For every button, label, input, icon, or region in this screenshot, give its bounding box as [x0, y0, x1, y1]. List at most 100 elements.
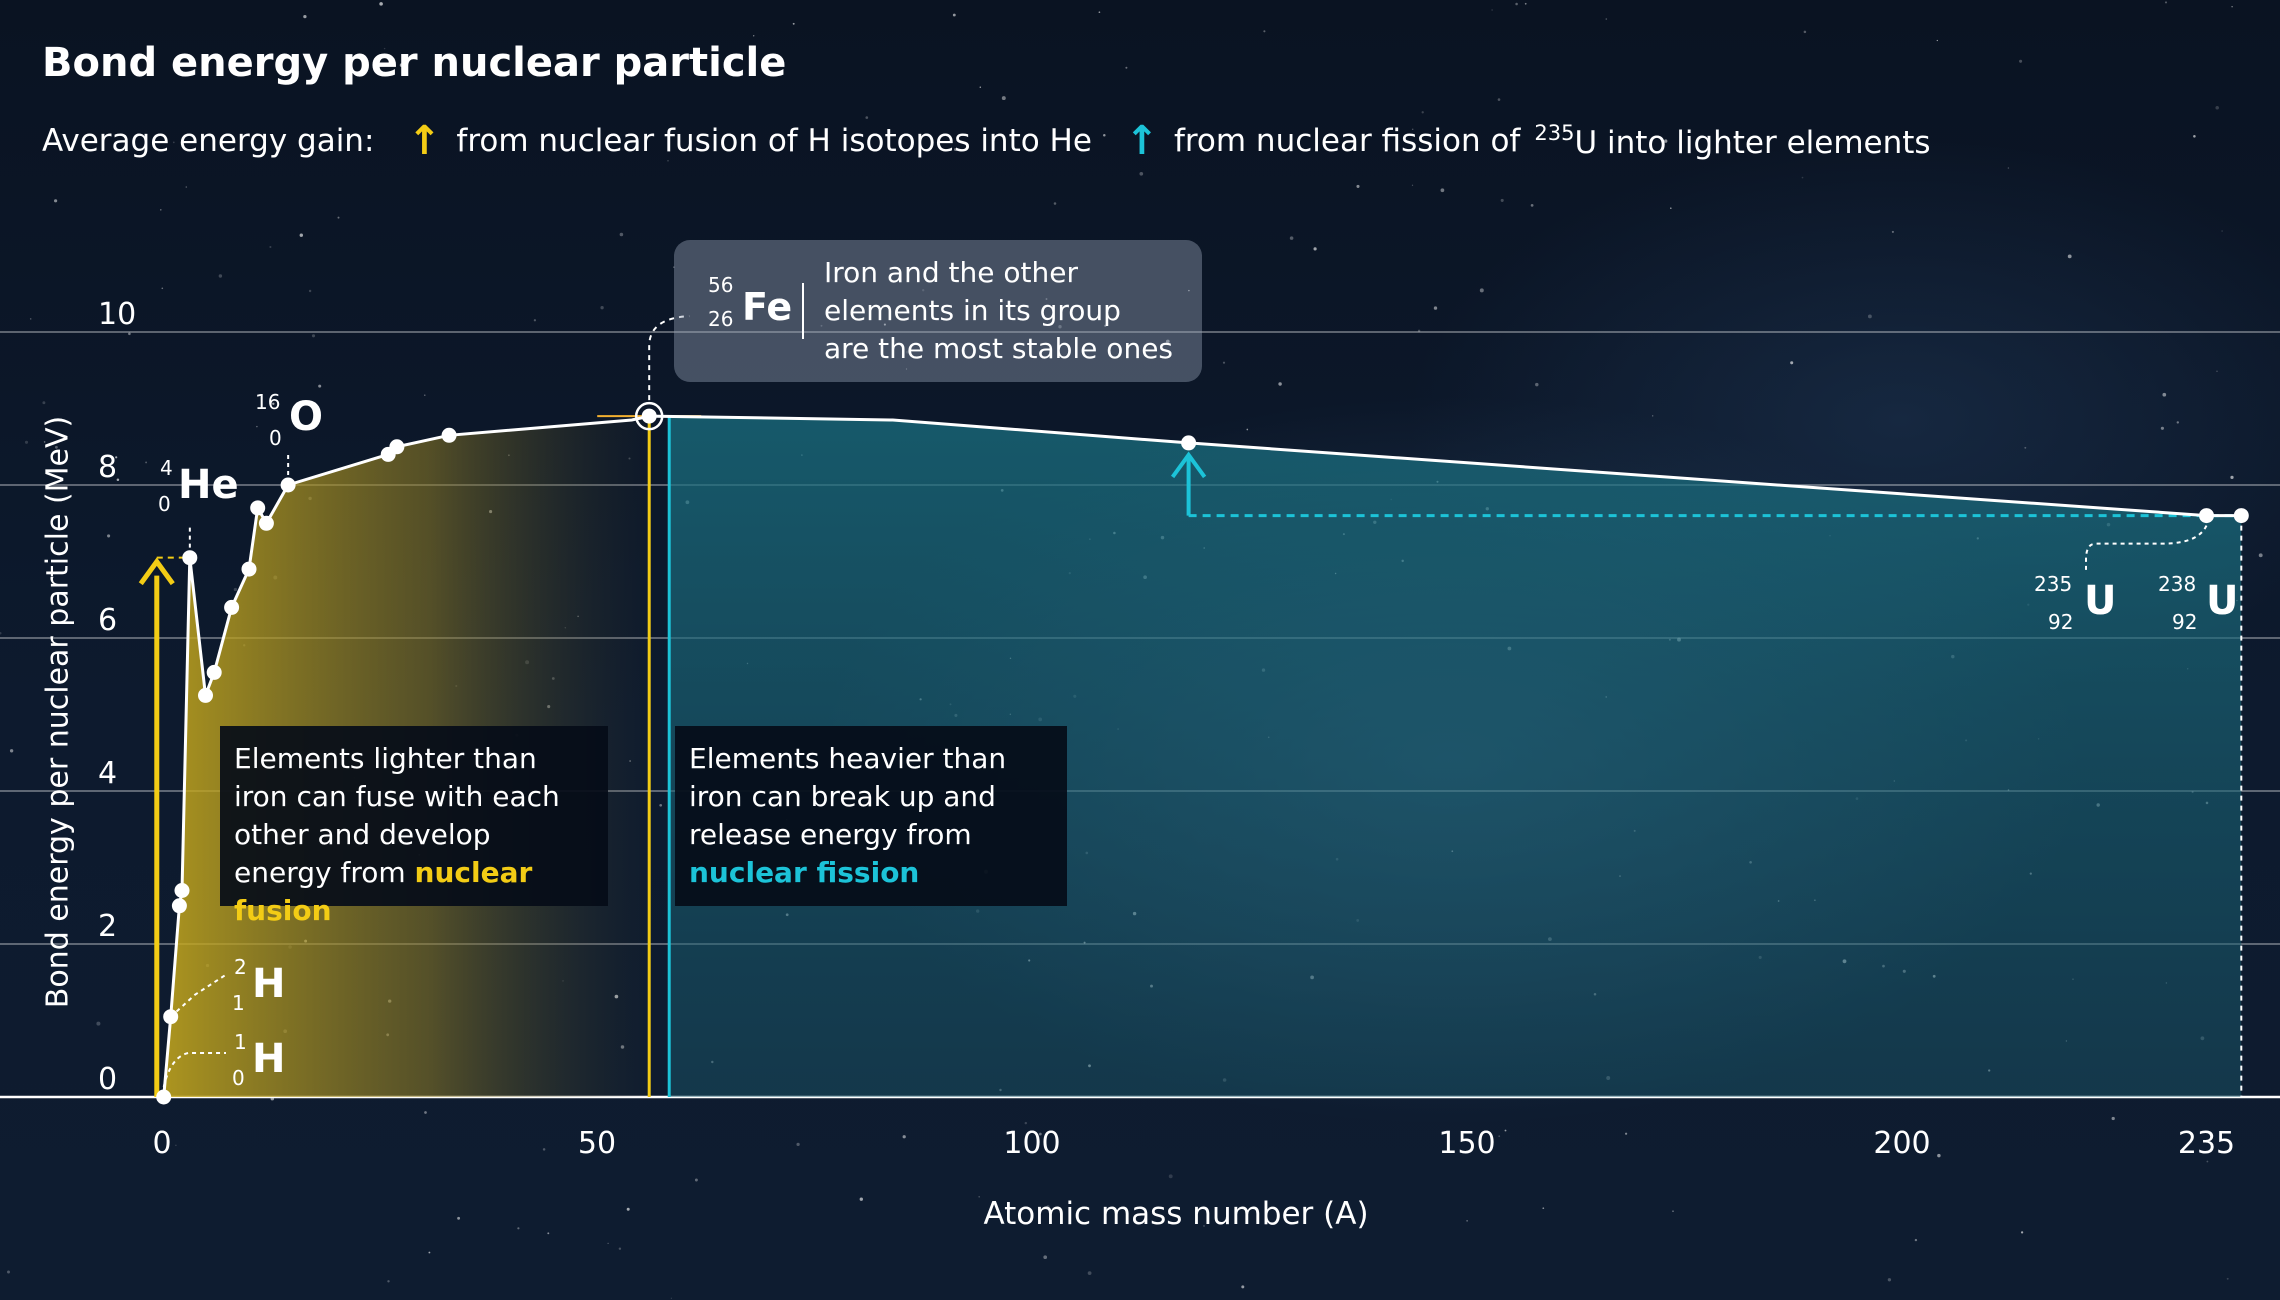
legend-prefix: Average energy gain:	[42, 123, 375, 159]
data-point	[389, 439, 405, 455]
star	[299, 233, 303, 237]
star	[115, 456, 118, 459]
u235-leader	[2085, 525, 2208, 572]
data-point	[182, 550, 198, 566]
up-arrow-icon: ↑	[407, 118, 442, 164]
star	[1098, 11, 1101, 14]
star	[399, 63, 404, 68]
legend-fission-sup: 235	[1534, 121, 1575, 145]
star	[65, 731, 69, 735]
legend: Average energy gain: ↑ from nuclear fusi…	[42, 118, 1931, 164]
fission-note-text: Elements heavier than iron can break up …	[689, 742, 1007, 851]
data-point	[258, 515, 274, 531]
star	[659, 803, 663, 807]
star	[607, 1242, 609, 1245]
star	[773, 134, 777, 138]
x-tick-label: 0	[152, 1126, 171, 1161]
star	[9, 749, 14, 753]
iron-symbol: Fe	[742, 285, 793, 329]
star	[2024, 446, 2027, 449]
star	[1139, 171, 1144, 176]
star	[1411, 184, 1414, 186]
star	[337, 216, 340, 219]
star	[42, 401, 46, 405]
y-tick-label: 2	[98, 909, 117, 944]
star	[128, 332, 131, 336]
star	[1515, 2, 1518, 6]
star	[2160, 426, 2164, 430]
x-tick-label: 200	[1873, 1126, 1930, 1161]
star	[1524, 2, 1527, 5]
star	[1936, 39, 1938, 42]
star	[1043, 1255, 1048, 1260]
fusion-note: Elements lighter than iron can fuse with…	[220, 726, 608, 927]
iron-number: 26	[708, 307, 734, 331]
star	[1263, 30, 1266, 33]
star	[1356, 184, 1360, 188]
star	[1246, 428, 1249, 431]
legend-fission-label-post: U into lighter elements	[1574, 125, 1931, 161]
star	[1891, 230, 1894, 233]
star	[272, 402, 275, 405]
data-point	[641, 408, 657, 424]
fusion-note-highlight: nuclear fusion	[234, 856, 533, 927]
up-arrow-icon: ↑	[1125, 118, 1159, 164]
data-point	[156, 1089, 172, 1105]
star	[2230, 475, 2234, 480]
star	[424, 1111, 427, 1114]
star	[1001, 96, 1006, 101]
star	[379, 2, 383, 6]
page-title: Bond energy per nuclear particle	[42, 40, 787, 86]
star	[635, 58, 640, 63]
fission-note-highlight: nuclear fission	[689, 856, 920, 889]
data-point	[2233, 508, 2249, 524]
star	[1498, 1135, 1501, 1138]
star	[1103, 134, 1106, 137]
star	[1466, 1220, 1468, 1222]
star	[1411, 128, 1414, 131]
star	[1440, 188, 1445, 193]
x-axis-label: Atomic mass number (A)	[983, 1196, 1369, 1232]
x-tick-label: 150	[1438, 1126, 1495, 1161]
star	[1479, 288, 1484, 293]
star	[1500, 198, 1504, 202]
star	[1168, 1174, 1173, 1179]
star	[1046, 1205, 1050, 1209]
star	[2067, 254, 2072, 259]
star	[1887, 1278, 1892, 1282]
iron-info-text: Iron and the other elements in its group…	[824, 256, 1174, 365]
star	[0, 632, 2, 635]
star	[1491, 9, 1493, 11]
star	[1188, 289, 1190, 292]
star	[670, 1297, 673, 1299]
star	[54, 199, 58, 203]
star	[1652, 415, 1654, 417]
star	[905, 368, 908, 370]
star	[2111, 1116, 2115, 1121]
star	[1803, 30, 1807, 34]
star	[1053, 202, 1057, 205]
star	[1670, 207, 1672, 209]
star	[24, 440, 29, 444]
star	[619, 232, 624, 237]
star	[2019, 59, 2023, 63]
star	[1421, 111, 1424, 114]
star	[1801, 176, 1804, 179]
star	[865, 116, 869, 119]
star	[1222, 361, 1226, 364]
fission-note: Elements heavier than iron can break up …	[675, 726, 1067, 906]
legend-fission-label-pre: from nuclear fission of	[1173, 123, 1521, 159]
star	[792, 22, 795, 25]
star	[428, 1251, 431, 1254]
star	[673, 266, 675, 268]
star	[2216, 370, 2218, 372]
fusion-note-text: Elements lighter than iron can fuse with…	[234, 742, 560, 889]
y-tick-label: 6	[98, 603, 117, 638]
star	[308, 289, 312, 293]
star	[2221, 230, 2223, 232]
data-point	[441, 427, 457, 443]
star	[233, 587, 238, 592]
star	[694, 1178, 698, 1182]
